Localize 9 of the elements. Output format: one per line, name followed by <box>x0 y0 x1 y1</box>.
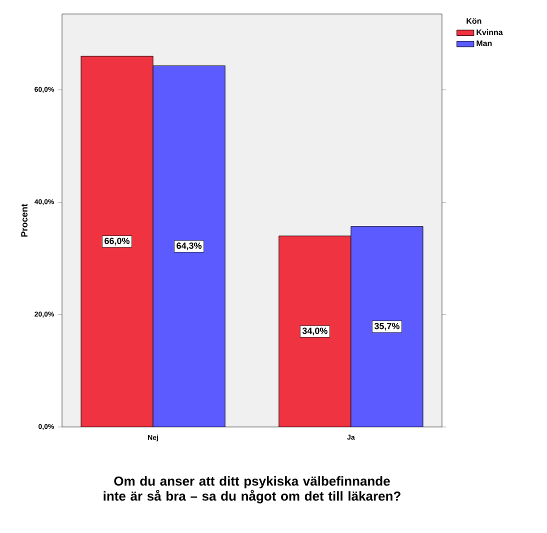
data-label: 64,3% <box>176 242 202 250</box>
legend-title: Kön <box>466 18 482 24</box>
data-label: 35,7% <box>374 322 400 331</box>
legend-label: Man <box>476 40 492 46</box>
data-label: 66,0% <box>104 238 130 246</box>
data-label: 34,0% <box>302 328 328 336</box>
x-axis-title: Om du anser att ditt psykiska välbefinnande inte är så bra – sa du något om det till läkaren? <box>104 476 400 504</box>
y-axis-title: Procent <box>21 204 28 237</box>
legend-label: Kvinna <box>476 29 503 36</box>
